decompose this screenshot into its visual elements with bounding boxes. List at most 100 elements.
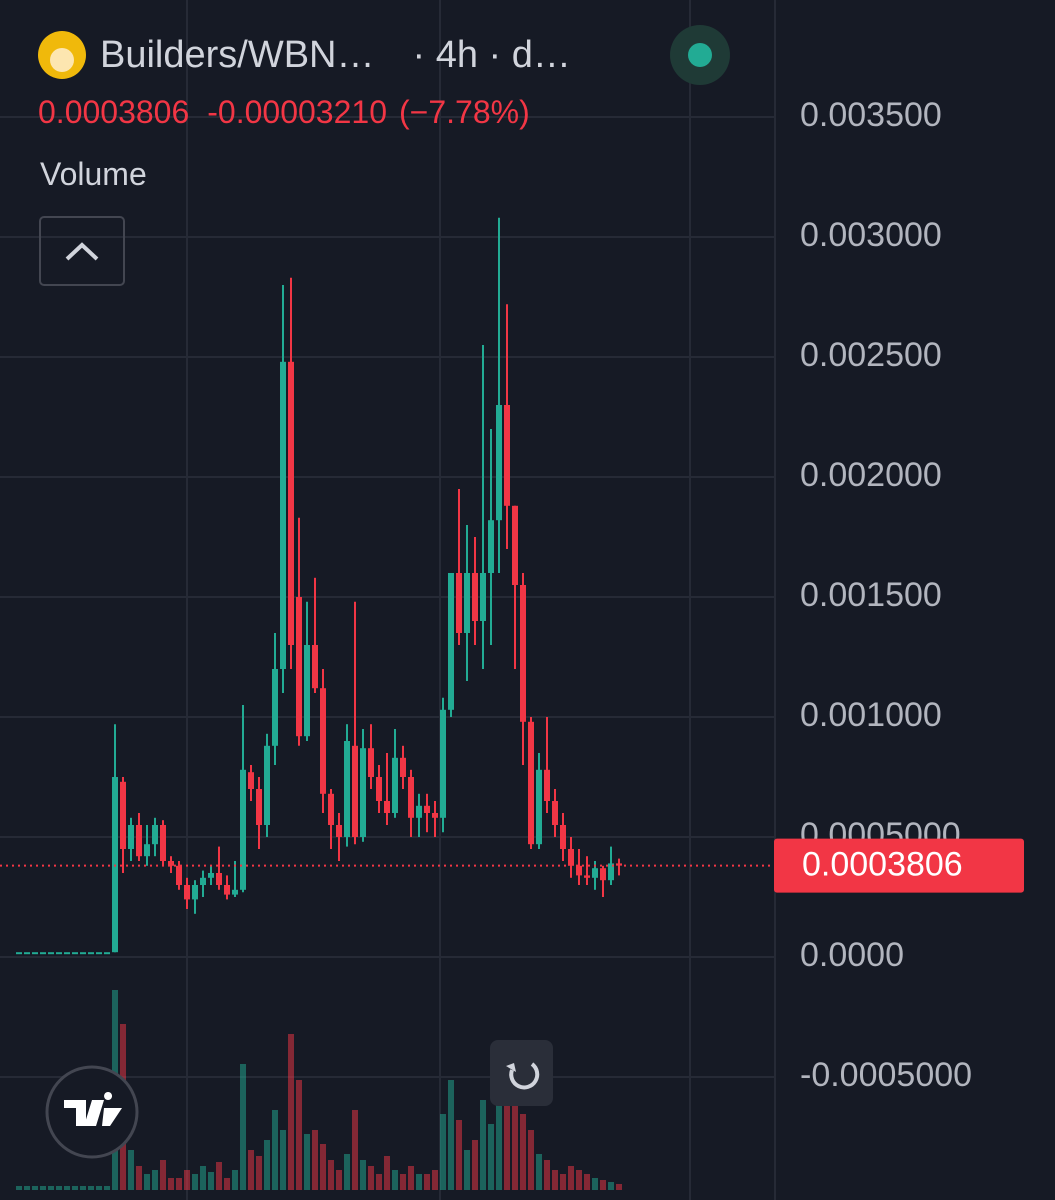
candle-body bbox=[16, 952, 22, 955]
interval[interactable]: · 4h · d… bbox=[412, 33, 571, 76]
volume-bar bbox=[448, 1080, 454, 1190]
symbol[interactable]: Builders/WBN… bbox=[100, 33, 375, 76]
y-tick-label: 0.002000 bbox=[800, 456, 942, 494]
y-tick-label: 0.002500 bbox=[800, 336, 942, 374]
volume-bar bbox=[232, 1170, 238, 1190]
volume-bar bbox=[360, 1160, 366, 1190]
candle-body bbox=[592, 868, 598, 878]
candles bbox=[0, 217, 775, 955]
volume-bar bbox=[184, 1170, 190, 1190]
volume-bar bbox=[216, 1162, 222, 1190]
last-price-badge bbox=[774, 838, 1024, 893]
volume-bar bbox=[240, 1064, 246, 1190]
volume-bar bbox=[40, 1186, 46, 1190]
candle-body bbox=[176, 865, 182, 885]
volume-bar bbox=[104, 1186, 110, 1190]
volume-bar bbox=[16, 1186, 22, 1190]
volume-bar bbox=[512, 1100, 518, 1190]
volume-bar bbox=[384, 1156, 390, 1190]
candle-body bbox=[512, 505, 518, 585]
candle-body bbox=[528, 721, 534, 845]
candle-body bbox=[416, 805, 422, 818]
volume-bar bbox=[64, 1186, 70, 1190]
volume-bar bbox=[152, 1170, 158, 1190]
candle-body bbox=[424, 805, 430, 813]
volume-bar bbox=[584, 1174, 590, 1190]
volume-bar bbox=[480, 1100, 486, 1190]
reset-arrow bbox=[506, 1063, 516, 1072]
candle-body bbox=[120, 781, 126, 849]
volume-bar bbox=[200, 1166, 206, 1190]
candle-body bbox=[80, 952, 86, 955]
candle-body bbox=[400, 757, 406, 777]
volume-label: Volume bbox=[40, 156, 147, 192]
y-tick-label: 0.0000 bbox=[800, 936, 904, 974]
candle-body bbox=[56, 952, 62, 955]
volume-bar bbox=[440, 1114, 446, 1190]
candle-body bbox=[568, 849, 574, 866]
reset-icon bbox=[509, 1062, 540, 1090]
candle-body bbox=[456, 573, 462, 633]
volume-bar bbox=[544, 1160, 550, 1190]
volume-bar bbox=[128, 1150, 134, 1190]
candle-body bbox=[256, 789, 262, 825]
candle-body bbox=[352, 745, 358, 837]
y-tick-label: -0.0005000 bbox=[800, 1056, 972, 1094]
candle-body bbox=[376, 777, 382, 801]
volume-bar bbox=[288, 1034, 294, 1190]
volume-bar bbox=[592, 1178, 598, 1190]
volume-bar bbox=[248, 1150, 254, 1190]
candle-body bbox=[184, 885, 190, 900]
candle-body bbox=[600, 868, 606, 881]
candle-body bbox=[192, 885, 198, 900]
candle-body bbox=[96, 952, 102, 955]
collapse-button[interactable] bbox=[39, 216, 125, 286]
volume-bar bbox=[224, 1178, 230, 1190]
price-row: 0.0003806 -0.00003210 (−7.78%) bbox=[38, 94, 530, 131]
candle-body bbox=[24, 952, 30, 955]
volume-bar bbox=[376, 1174, 382, 1190]
volume-bar bbox=[176, 1178, 182, 1190]
volume-bar bbox=[336, 1170, 342, 1190]
reset-button[interactable] bbox=[490, 1040, 553, 1106]
volume-bar bbox=[296, 1080, 302, 1190]
candle-body bbox=[152, 825, 158, 845]
candle-body bbox=[312, 645, 318, 689]
chevron-up bbox=[65, 242, 99, 261]
volume-bar bbox=[520, 1114, 526, 1190]
price-change-pct: (−7.78%) bbox=[398, 94, 530, 130]
candle-body bbox=[168, 861, 174, 866]
volume-bar bbox=[488, 1124, 494, 1190]
candle-body bbox=[576, 865, 582, 876]
candle-body bbox=[328, 793, 334, 825]
price-axis: 0.003500 0.003000 0.002500 0.002000 0.001500… bbox=[774, 96, 1024, 1094]
candle-body bbox=[272, 669, 278, 746]
volume-bar bbox=[80, 1186, 86, 1190]
candle-body bbox=[584, 875, 590, 878]
volume-bar bbox=[352, 1110, 358, 1190]
y-tick-label: 0.001000 bbox=[800, 696, 942, 734]
volume-bar bbox=[528, 1130, 534, 1190]
candle-body bbox=[472, 573, 478, 621]
volume-bar bbox=[272, 1110, 278, 1190]
volume-bar bbox=[160, 1160, 166, 1190]
candle-body bbox=[560, 825, 566, 849]
volume-bar bbox=[576, 1170, 582, 1190]
candle-body bbox=[40, 952, 46, 955]
candle-body bbox=[288, 361, 294, 645]
volume-bar bbox=[280, 1130, 286, 1190]
candle-body bbox=[384, 801, 390, 813]
candle-body bbox=[248, 772, 254, 789]
y-tick-label: 0.003000 bbox=[800, 216, 942, 254]
volume-bar bbox=[560, 1174, 566, 1190]
candle-body bbox=[464, 573, 470, 633]
volume-bar bbox=[392, 1170, 398, 1190]
candle-body bbox=[408, 777, 414, 818]
candle-body bbox=[232, 889, 238, 895]
volume-bar bbox=[32, 1186, 38, 1190]
volume-bar bbox=[504, 1050, 510, 1190]
candle-body bbox=[552, 801, 558, 825]
volume-bar bbox=[408, 1166, 414, 1190]
candle-body bbox=[136, 825, 142, 857]
